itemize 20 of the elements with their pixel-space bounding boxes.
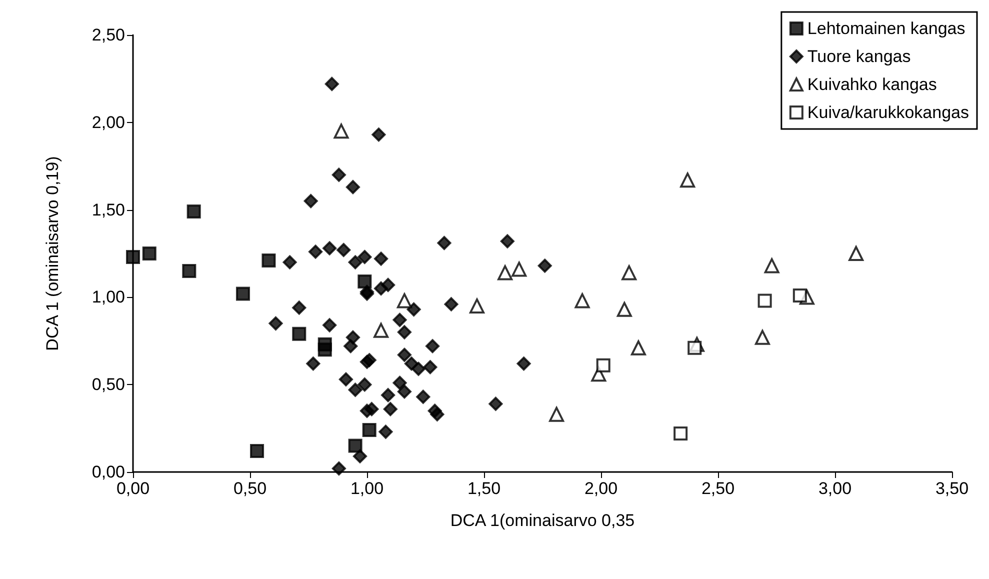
x-tick-label: 3,50 [935,479,969,498]
x-tick-label: 0,00 [116,479,150,498]
legend-label: Kuiva/karukkokangas [807,103,969,122]
x-tick-label: 1,50 [467,479,501,498]
x-tick-label: 3,00 [818,479,852,498]
y-tick-label: 0,50 [92,375,125,394]
y-tick-label: 1,00 [92,288,125,307]
x-axis-title: DCA 1(ominaisarvo 0,35 [450,511,635,530]
y-tick-label: 0,00 [92,462,125,482]
legend-label: Kuivahko kangas [807,75,937,94]
y-axis-title: DCA 1 (ominaisarvo 0,19) [43,156,62,351]
legend-label: Tuore kangas [807,47,911,66]
x-tick-label: 1,00 [350,479,384,498]
legend-label: Lehtomainen kangas [807,19,966,38]
x-tick-label: 0,50 [233,479,267,498]
y-tick-label: 2,00 [92,112,125,132]
x-tick-label: 2,00 [584,479,618,498]
y-tick-label: 1,50 [92,200,125,220]
x-tick-label: 2,50 [701,479,735,498]
y-tick-label: 2,50 [92,26,125,44]
